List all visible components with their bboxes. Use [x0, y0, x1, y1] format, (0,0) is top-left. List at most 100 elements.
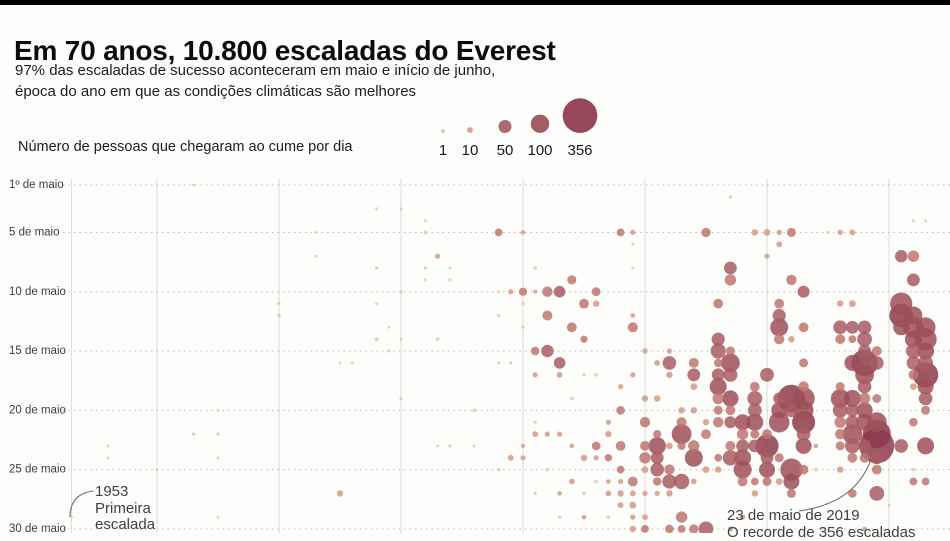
summit-bubble: [617, 229, 625, 237]
summit-bubble: [399, 397, 402, 400]
legend-bubble-50: [498, 120, 511, 133]
summit-bubble: [699, 522, 714, 534]
summit-bubble: [641, 525, 649, 533]
summit-bubble: [799, 358, 808, 367]
legend-bubble-356: [563, 98, 598, 133]
summit-bubble: [752, 229, 758, 235]
summit-bubble: [676, 511, 687, 522]
summit-bubble: [472, 409, 476, 413]
summit-bubble: [859, 393, 870, 404]
summit-bubble: [723, 450, 738, 465]
summit-bubble: [895, 250, 907, 262]
summit-bubble: [579, 299, 589, 309]
summit-bubble: [799, 465, 809, 475]
summit-bubble: [424, 266, 427, 269]
y-axis-label: 15 de maio: [9, 345, 66, 357]
summit-bubble: [314, 255, 317, 258]
summit-bubble: [192, 184, 195, 187]
annotation-2019-date: 23 de maio de 2019: [727, 508, 927, 525]
summit-bubble: [542, 311, 552, 321]
summit-bubble: [713, 417, 723, 427]
summit-bubble: [714, 359, 723, 368]
summit-bubble: [617, 490, 623, 496]
summit-bubble: [774, 299, 784, 309]
summit-bubble: [520, 455, 525, 460]
summit-bubble: [473, 445, 476, 448]
summit-bubble: [448, 444, 451, 447]
summit-bubble: [554, 286, 566, 298]
summit-bubble: [785, 404, 799, 418]
summit-bubble: [605, 454, 612, 461]
summit-bubble: [836, 441, 845, 450]
y-axis-label: 30 de maio: [9, 523, 66, 533]
summit-bubble: [909, 370, 919, 380]
summit-bubble: [617, 466, 625, 474]
summit-bubble: [848, 453, 858, 463]
summit-bubble: [849, 300, 856, 307]
summit-bubble: [533, 290, 537, 294]
summit-bubble: [664, 464, 674, 474]
summit-bubble: [435, 254, 440, 259]
summit-bubble: [545, 432, 550, 437]
summit-bubble: [869, 486, 884, 501]
summit-bubble: [858, 380, 872, 394]
legend-bubble-1: [441, 129, 445, 133]
summit-bubble: [858, 321, 872, 335]
summit-bubble: [605, 431, 611, 437]
summit-bubble: [594, 455, 599, 460]
summit-bubble: [724, 262, 737, 275]
summit-bubble: [922, 478, 930, 486]
summit-bubble: [666, 443, 673, 450]
summit-bubble: [156, 468, 159, 471]
summit-bubble: [533, 372, 538, 377]
summit-bubble: [557, 372, 563, 378]
summit-bubble: [726, 405, 736, 415]
summit-bubble: [592, 442, 601, 451]
summit-bubble: [814, 468, 818, 472]
legend-value-label: 50: [497, 142, 514, 159]
summit-bubble: [663, 356, 677, 370]
summit-bubble: [786, 275, 796, 285]
summit-bubble: [521, 326, 524, 329]
summit-bubble: [631, 267, 634, 270]
summit-bubble: [375, 302, 378, 305]
summit-bubble: [448, 267, 451, 270]
summit-bubble: [833, 403, 848, 418]
summit-bubble: [509, 361, 512, 364]
summit-bubble: [712, 333, 725, 346]
summit-bubble: [750, 382, 760, 392]
summit-bubble: [351, 362, 354, 365]
summit-bubble: [870, 356, 884, 370]
summit-bubble: [833, 320, 847, 334]
summit-bubble: [314, 231, 317, 234]
summit-bubble: [908, 251, 919, 262]
summit-bubble: [764, 229, 771, 236]
summit-bubble: [835, 334, 845, 344]
summit-bubble: [921, 406, 930, 415]
summit-bubble: [607, 515, 611, 519]
summit-bubble: [424, 279, 427, 282]
summit-bubble: [554, 357, 566, 369]
summit-bubble: [713, 299, 723, 309]
summit-bubble: [844, 355, 860, 371]
summit-bubble: [909, 418, 918, 427]
annotation-line-1953: [70, 491, 93, 517]
legend-value-label: 356: [567, 142, 592, 159]
summit-bubble: [533, 266, 537, 270]
summit-bubble: [846, 404, 859, 417]
summit-bubble: [580, 336, 587, 343]
summit-bubble: [448, 278, 451, 281]
summit-bubble: [715, 466, 721, 472]
summit-bubble: [217, 456, 220, 459]
summit-bubble: [910, 478, 918, 486]
summit-bubble: [424, 219, 427, 222]
summit-bubble: [436, 337, 440, 341]
annotation-1953-line3: escalada: [95, 517, 205, 534]
summit-bubble: [737, 428, 748, 439]
summit-bubble: [570, 444, 575, 449]
legend-bubble-10: [467, 127, 473, 133]
summit-bubble: [375, 337, 379, 341]
summit-bubble: [667, 348, 672, 353]
summit-bubble: [640, 417, 650, 427]
